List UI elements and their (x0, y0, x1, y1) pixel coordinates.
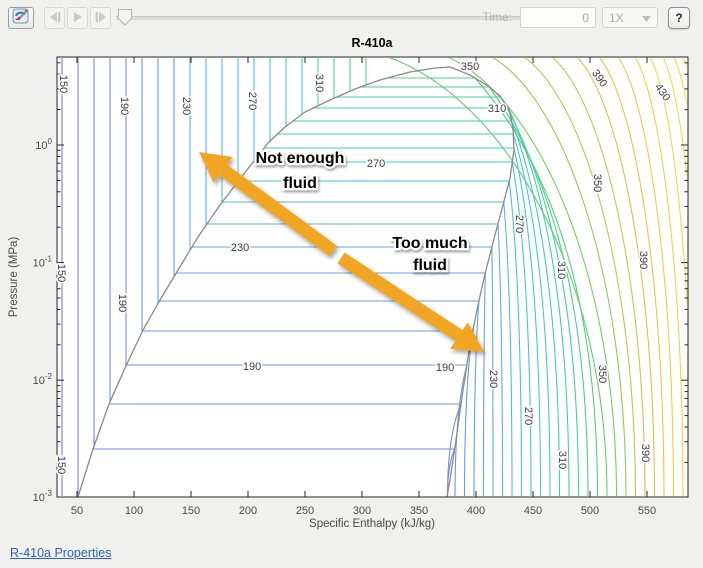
svg-text:190: 190 (436, 362, 454, 374)
plot-area: 50 100 150 200 250 300 350 400 450 500 550 100 10-1 1… (0, 36, 703, 541)
help-button[interactable]: ? (668, 7, 690, 29)
svg-text:150: 150 (57, 75, 69, 93)
x-axis-label: Specific Enthalpy (kJ/kg) (309, 518, 435, 530)
svg-text:150: 150 (55, 264, 67, 282)
contour-lines (61, 58, 687, 496)
svg-text:10-1: 10-1 (33, 255, 53, 270)
svg-text:150: 150 (55, 456, 67, 474)
svg-text:500: 500 (581, 505, 599, 517)
svg-text:230: 230 (180, 97, 192, 115)
svg-text:200: 200 (239, 505, 257, 517)
svg-text:270: 270 (522, 407, 534, 425)
contour-labels: 150 190 230 270 310 150 190 150 350 310 270 230 190 1… (54, 60, 674, 476)
time-label: Time: (482, 10, 512, 24)
step-forward-icon (95, 9, 107, 27)
svg-text:150: 150 (182, 505, 200, 517)
svg-text:400: 400 (467, 505, 485, 517)
scope-settings-icon (12, 7, 30, 30)
step-back-icon (49, 9, 61, 27)
svg-text:300: 300 (353, 505, 371, 517)
svg-text:190: 190 (118, 97, 130, 115)
svg-text:310: 310 (313, 74, 325, 92)
help-label: ? (675, 11, 683, 25)
svg-text:Not enough: Not enough (256, 150, 345, 167)
properties-link[interactable]: R-410a Properties (10, 546, 112, 560)
svg-text:550: 550 (638, 505, 656, 517)
chevron-down-icon (642, 11, 651, 25)
svg-text:310: 310 (488, 103, 506, 115)
plot-settings-button[interactable] (8, 7, 34, 29)
svg-text:250: 250 (296, 505, 314, 517)
svg-text:10-2: 10-2 (33, 372, 53, 387)
plot-title: R-410a (352, 36, 394, 50)
speed-value: 1X (609, 10, 624, 25)
svg-text:190: 190 (116, 294, 128, 312)
svg-text:100: 100 (35, 137, 52, 152)
step-back-button[interactable] (44, 7, 65, 29)
svg-text:350: 350 (461, 61, 479, 73)
play-icon (73, 9, 83, 27)
svg-text:50: 50 (71, 505, 83, 517)
svg-text:350: 350 (596, 365, 608, 383)
svg-text:230: 230 (231, 242, 249, 254)
svg-text:10-3: 10-3 (33, 489, 53, 504)
svg-text:190: 190 (243, 361, 261, 373)
ph-diagram: 50 100 150 200 250 300 350 400 450 500 55010010-11… (8, 36, 689, 530)
svg-text:350: 350 (410, 505, 428, 517)
time-slider-thumb[interactable] (118, 9, 132, 26)
svg-text:270: 270 (367, 158, 385, 170)
svg-text:450: 450 (524, 505, 542, 517)
svg-text:270: 270 (513, 215, 525, 233)
play-button[interactable] (67, 7, 88, 29)
saturation-dome (77, 66, 515, 498)
svg-text:230: 230 (487, 370, 499, 388)
y-axis-label: Pressure (MPa) (8, 237, 20, 318)
svg-text:350: 350 (591, 174, 603, 192)
svg-text:fluid: fluid (283, 175, 317, 192)
footer: R-410a Properties (0, 541, 703, 568)
axes: 50 100 150 200 250 300 350 400 450 500 55010010-11… (33, 56, 689, 517)
svg-text:390: 390 (637, 251, 649, 269)
svg-text:fluid: fluid (413, 257, 447, 274)
svg-text:310: 310 (555, 261, 567, 279)
annotation-arrows (199, 152, 484, 352)
svg-text:100: 100 (125, 505, 143, 517)
svg-text:Too much: Too much (392, 235, 467, 252)
svg-text:390: 390 (639, 444, 651, 462)
time-slider-track[interactable] (116, 16, 520, 20)
annotation-texts: Not enough fluid Too much fluid (253, 148, 470, 277)
svg-text:310: 310 (556, 451, 568, 469)
time-slider[interactable] (116, 8, 520, 28)
speed-select[interactable]: 1X (602, 7, 658, 28)
time-input[interactable] (520, 7, 596, 28)
step-forward-button[interactable] (90, 7, 111, 29)
toolbar: Time: 1X ? (0, 0, 703, 36)
svg-text:270: 270 (246, 92, 258, 110)
